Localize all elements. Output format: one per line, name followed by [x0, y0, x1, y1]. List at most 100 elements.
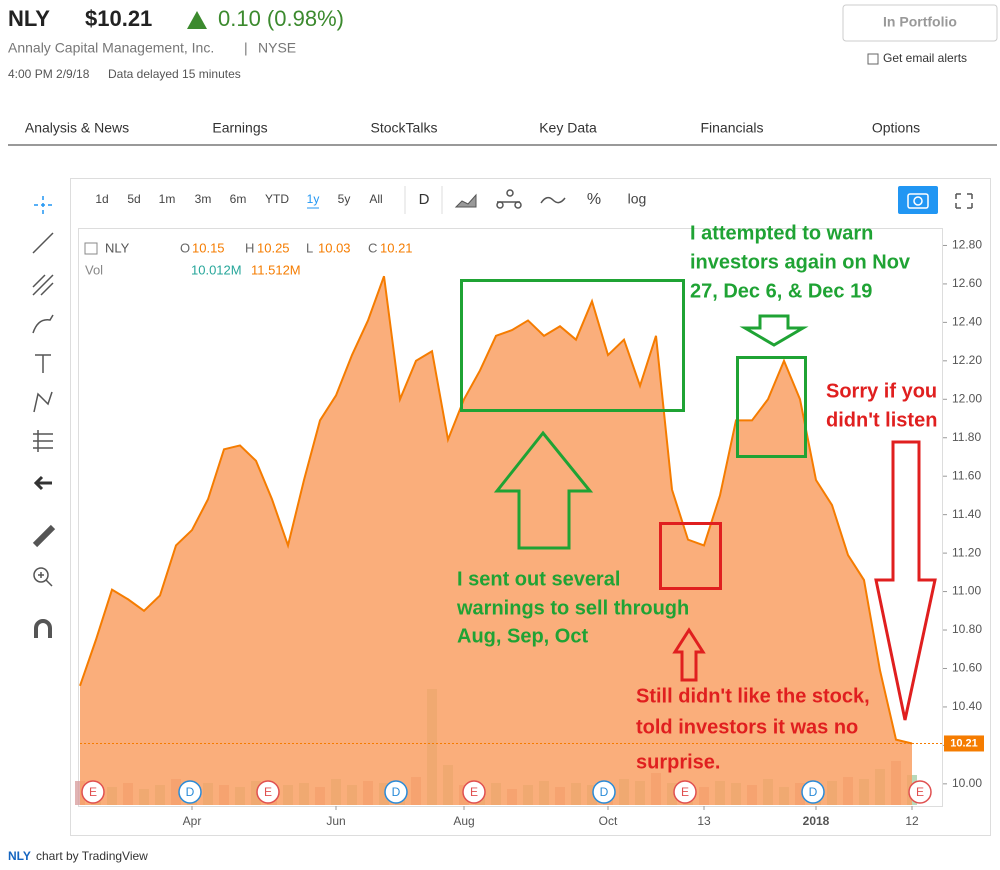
toolbar: 1d 5d 1m 3m 6m YTD 1y 5y All D% log: [95, 191, 646, 209]
percent-button[interactable]: %: [587, 191, 601, 208]
company: Annaly Capital Management, Inc.: [8, 40, 214, 56]
y-tick-label: 10.80: [952, 622, 982, 636]
x-tick-label: 2018: [803, 814, 830, 828]
tab[interactable]: StockTalks: [371, 120, 438, 136]
legend-label: H: [245, 240, 254, 255]
event-label: D: [600, 785, 609, 799]
x-tick-label: Aug: [453, 814, 474, 828]
y-tick-label: 12.20: [952, 353, 982, 367]
delay: Data delayed 15 minutes: [108, 67, 241, 81]
x-tick-label: Apr: [183, 814, 202, 828]
range-button[interactable]: 3m: [195, 192, 212, 206]
event-marker[interactable]: [256, 780, 280, 804]
legend-value: 10.15: [192, 240, 225, 255]
annotation-text: investors again on Nov: [690, 251, 911, 273]
range-button[interactable]: 1y: [307, 192, 320, 206]
up-arrow: [187, 11, 207, 29]
price-line: [79, 275, 913, 745]
legend-label: C: [368, 240, 377, 255]
annotations: I attempted to warn investors again on No…: [456, 222, 937, 773]
footer-symbol: NLY: [8, 849, 31, 863]
annotation-text: I attempted to warn: [690, 222, 873, 244]
y-tick-label: 11.00: [952, 584, 981, 598]
event-label: E: [89, 785, 97, 799]
event-marker[interactable]: [81, 780, 105, 804]
range-button[interactable]: 6m: [230, 192, 247, 206]
tabs: Analysis & News Earnings StockTalks Key Dat…: [25, 120, 920, 136]
log-button[interactable]: log: [628, 191, 647, 207]
event-label: E: [264, 785, 272, 799]
y-tick-label: 12.00: [952, 391, 982, 405]
y-tick-label: 12.60: [952, 276, 982, 290]
tab[interactable]: Earnings: [212, 120, 267, 136]
y-tick-label: 10.40: [952, 699, 982, 713]
range-button[interactable]: 1m: [159, 192, 176, 206]
event-marker[interactable]: [384, 780, 408, 804]
email-alerts: Get email alerts: [883, 51, 967, 65]
plot: 10.0010.2010.4010.6010.8011.0011.2011.40…: [75, 238, 984, 828]
range-button[interactable]: 5y: [338, 192, 351, 206]
annotation-text: 27, Dec 6, & Dec 19: [690, 280, 872, 302]
event-label: D: [392, 785, 401, 799]
interval-button[interactable]: D: [419, 191, 430, 208]
event-marker[interactable]: [673, 780, 697, 804]
tab[interactable]: Options: [872, 120, 920, 136]
annotation-text: Still didn't like the stock,: [636, 685, 870, 707]
y-tick-label: 11.60: [952, 468, 981, 482]
annotation-text: Sorry if you: [826, 380, 937, 402]
event-marker[interactable]: [908, 780, 932, 804]
drawing-tools: [32, 196, 56, 638]
y-tick-label: 12.80: [952, 238, 982, 252]
volume-label: Vol: [85, 262, 103, 277]
tab[interactable]: Key Data: [539, 120, 597, 136]
event-label: E: [916, 785, 924, 799]
price: $10.21: [85, 6, 152, 31]
event-label: E: [681, 785, 689, 799]
legend: NLY O 10.15 H 10.25 L 10.03 C 10.21 Vol 10.012M 11.…: [85, 240, 413, 277]
event-marker[interactable]: [178, 780, 202, 804]
y-tick-label: 11.80: [952, 430, 981, 444]
x-tick-label: 13: [697, 814, 711, 828]
y-tick-label: 10.60: [952, 661, 982, 675]
annotation-text: Aug, Sep, Oct: [457, 625, 588, 647]
annotation-shapes: [460, 279, 937, 721]
tab[interactable]: Financials: [700, 120, 763, 136]
event-label: D: [809, 785, 818, 799]
range-button[interactable]: All: [369, 192, 382, 206]
legend-value: 10.21: [380, 240, 413, 255]
portfolio-button[interactable]: [842, 4, 998, 42]
volume-value: 10.012M: [191, 262, 242, 277]
event-marker[interactable]: [801, 780, 825, 804]
footer-text: chart by TradingView: [36, 849, 148, 863]
legend-label: L: [306, 240, 313, 255]
range-button[interactable]: 1d: [95, 192, 108, 206]
toolbar-icons: [404, 186, 973, 214]
exchange: NYSE: [258, 40, 296, 56]
x-tick-label: 12: [905, 814, 919, 828]
portfolio-label: In Portfolio: [883, 14, 957, 30]
ticker: NLY: [8, 6, 50, 31]
annotation-text: didn't listen: [826, 409, 937, 431]
annotation-text: surprise.: [636, 751, 720, 773]
event-label: D: [186, 785, 195, 799]
range-button[interactable]: 5d: [127, 192, 140, 206]
y-tick-label: 10.00: [952, 776, 982, 790]
annotation-text: warnings to sell through: [456, 597, 689, 619]
annotation-text: I sent out several: [457, 568, 620, 590]
event-marker[interactable]: [592, 780, 616, 804]
time: 4:00 PM 2/9/18: [8, 67, 90, 81]
legend-value: 10.03: [318, 240, 351, 255]
legend-icon: [84, 242, 98, 255]
range-button[interactable]: YTD: [265, 192, 289, 206]
event-marker[interactable]: [462, 780, 486, 804]
y-tick-label: 11.40: [952, 507, 981, 521]
last-price-box: [944, 735, 984, 752]
email-checkbox[interactable]: [867, 53, 879, 65]
legend-symbol: NLY: [105, 240, 130, 255]
x-tick-label: Oct: [599, 814, 618, 828]
tab[interactable]: Analysis & News: [25, 120, 129, 136]
price-area: [80, 276, 912, 805]
annotation-text: told investors it was no: [636, 716, 858, 738]
x-tick-label: Jun: [326, 814, 345, 828]
